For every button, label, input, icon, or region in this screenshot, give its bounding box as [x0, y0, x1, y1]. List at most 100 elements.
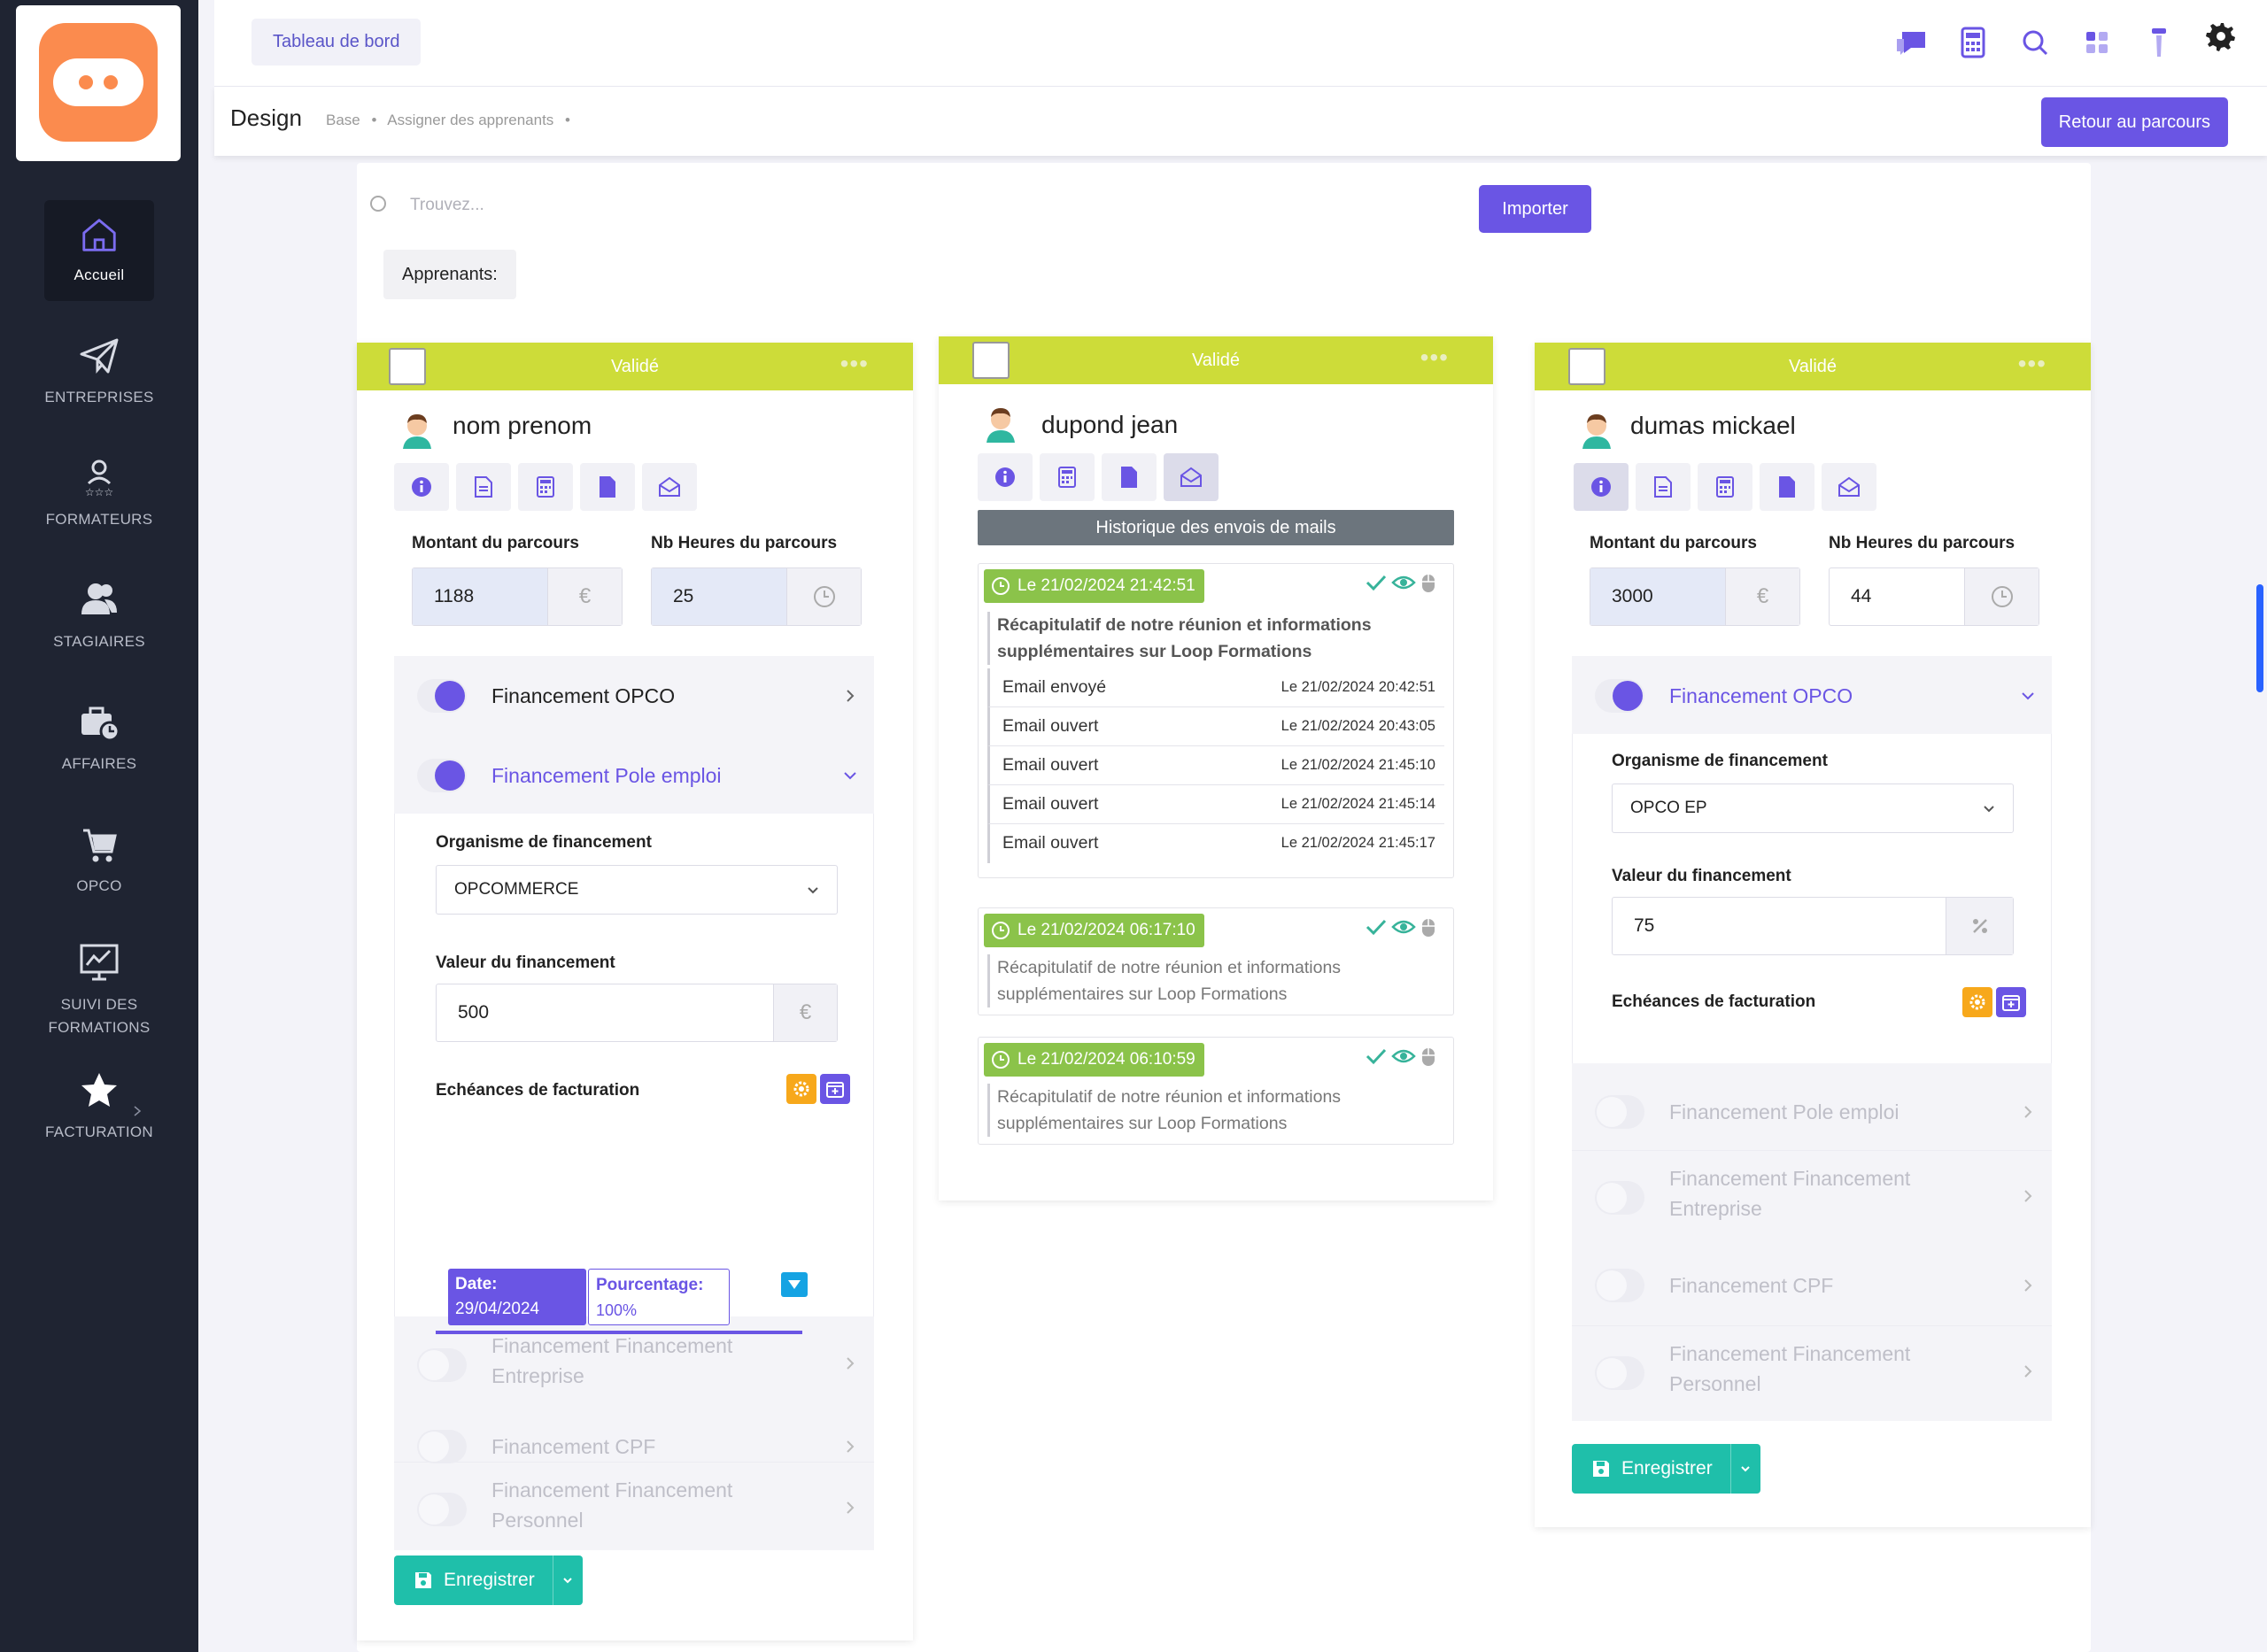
financing-cpf-title: Financement CPF — [491, 1435, 656, 1458]
financing-cpf-switch[interactable] — [1595, 1269, 1644, 1302]
logo-icon — [39, 23, 158, 142]
sidebar-item-stagiaires[interactable]: STAGIAIRES — [0, 579, 198, 653]
clock-icon — [992, 922, 1010, 939]
mail-button[interactable] — [1822, 463, 1876, 511]
file-button[interactable] — [1760, 463, 1814, 511]
valeur-input[interactable]: 75 — [1612, 897, 2014, 955]
echeances-add-date-button[interactable] — [820, 1074, 850, 1104]
sidebar-item-affaires[interactable]: AFFAIRES — [0, 701, 198, 776]
echeances-add-date-button[interactable] — [1996, 987, 2026, 1017]
echeance-row: Date: 29/04/2024 Pourcentage: 100% — [436, 1263, 808, 1334]
select-checkbox[interactable] — [972, 342, 1010, 379]
organisme-select[interactable]: OPCOMMERCE — [436, 865, 838, 915]
echeances-settings-button[interactable] — [786, 1074, 816, 1104]
financing-entreprise-switch[interactable] — [1595, 1181, 1644, 1215]
clock-icon — [992, 1051, 1010, 1069]
mail-history-title: Historique des envois de mails — [978, 510, 1454, 545]
financing-personnel-toggle-row[interactable]: Financement Financement Personnel — [1572, 1325, 2052, 1414]
amount-input[interactable]: 1188 € — [412, 567, 623, 626]
mail-button[interactable] — [1164, 453, 1219, 501]
financing-personnel-switch[interactable] — [417, 1493, 467, 1526]
info-button[interactable] — [978, 453, 1033, 501]
clock-icon — [786, 568, 861, 625]
sidebar-item-opco[interactable]: OPCO — [0, 823, 198, 898]
hours-input[interactable]: 25 — [651, 567, 862, 626]
save-options-button[interactable] — [552, 1556, 583, 1605]
file-button[interactable] — [580, 463, 635, 511]
apps-grid-icon[interactable] — [2079, 25, 2115, 60]
save-button[interactable]: Enregistrer — [1572, 1444, 1730, 1494]
more-options-button[interactable]: ••• — [1420, 344, 1449, 371]
financing-cpf-switch[interactable] — [417, 1430, 467, 1463]
save-options-button[interactable] — [1729, 1444, 1760, 1494]
gear-icon[interactable] — [2203, 18, 2239, 53]
calculator-button[interactable] — [1698, 463, 1752, 511]
save-button[interactable]: Enregistrer — [394, 1556, 553, 1605]
mail-status-icons — [1365, 1046, 1437, 1068]
mail-event-row: Email ouvert Le 21/02/2024 20:43:05 — [987, 707, 1444, 746]
calculator-button[interactable] — [1040, 453, 1095, 501]
back-to-course-button[interactable]: Retour au parcours — [2040, 97, 2228, 147]
breadcrumb-item-assign[interactable]: Assigner des apprenants — [387, 112, 554, 128]
financing-cpf-toggle-row[interactable]: Financement CPF — [394, 1407, 874, 1485]
document-button[interactable] — [456, 463, 511, 511]
echeance-dropdown-button[interactable] — [781, 1272, 808, 1297]
financing-pole-toggle-row[interactable]: Financement Pole emploi — [1572, 1072, 2052, 1150]
organisme-select[interactable]: OPCO EP — [1612, 784, 2014, 833]
import-button[interactable]: Importer — [1479, 185, 1591, 233]
info-button[interactable] — [394, 463, 449, 511]
financing-personnel-title: Financement Financement Personnel — [491, 1478, 733, 1532]
sidebar-item-facturation[interactable]: FACTURATION — [0, 1069, 198, 1144]
select-checkbox[interactable] — [1568, 348, 1605, 385]
breadcrumb: Base • Assigner des apprenants • — [326, 112, 577, 129]
echeance-percent-cell[interactable]: Pourcentage: 100% — [588, 1269, 730, 1325]
financing-opco-switch[interactable] — [417, 679, 467, 713]
calculator-icon[interactable] — [1955, 25, 1991, 60]
logo[interactable] — [16, 5, 181, 161]
file-button[interactable] — [1102, 453, 1157, 501]
financing-entreprise-switch[interactable] — [417, 1348, 467, 1382]
chevron-down-icon — [1984, 806, 1994, 813]
chart-monitor-icon — [80, 944, 119, 981]
valeur-input[interactable]: 500 € — [436, 984, 838, 1042]
hours-input[interactable]: 44 — [1829, 567, 2039, 626]
search-input[interactable] — [410, 188, 853, 223]
financing-entreprise-toggle-row[interactable]: Financement Financement Entreprise — [1572, 1150, 2052, 1239]
financing-personnel-title: Financement Financement Personnel — [1669, 1342, 1911, 1395]
sidebar-item-suivi-formations[interactable]: SUIVI DES FORMATIONS — [0, 942, 198, 1039]
financing-cpf-toggle-row[interactable]: Financement CPF — [1572, 1246, 2052, 1324]
more-options-button[interactable]: ••• — [839, 350, 869, 377]
select-checkbox[interactable] — [389, 348, 426, 385]
caret-down-icon — [788, 1280, 801, 1289]
financing-opco-toggle-row[interactable]: Financement OPCO — [1572, 656, 2052, 734]
mail-button[interactable] — [642, 463, 697, 511]
breadcrumb-item-base[interactable]: Base — [326, 112, 360, 128]
info-button[interactable] — [1574, 463, 1629, 511]
valeur-label: Valeur du financement — [436, 953, 615, 972]
financing-pole-switch[interactable] — [1595, 1095, 1644, 1129]
financing-pole-switch[interactable] — [417, 759, 467, 792]
financing-opco-switch[interactable] — [1595, 679, 1644, 713]
financing-opco-toggle-row[interactable]: Financement OPCO — [394, 656, 874, 734]
echeances-settings-button[interactable] — [1962, 987, 1992, 1017]
search-icon[interactable] — [2017, 25, 2053, 60]
scroll-indicator[interactable] — [2256, 584, 2263, 692]
dashboard-button[interactable]: Tableau de bord — [251, 19, 422, 66]
financing-personnel-switch[interactable] — [1595, 1356, 1644, 1390]
chat-icon[interactable] — [1893, 25, 1929, 60]
sidebar-item-entreprises[interactable]: ENTREPRISES — [0, 335, 198, 409]
echeance-date-cell[interactable]: Date: 29/04/2024 — [448, 1269, 586, 1325]
financing-personnel-toggle-row[interactable]: Financement Financement Personnel — [394, 1462, 874, 1550]
mouse-icon — [1422, 919, 1435, 937]
sidebar-item-formateurs[interactable]: ☆☆☆ FORMATEURS — [0, 457, 198, 531]
more-options-button[interactable]: ••• — [2017, 350, 2046, 377]
calculator-button[interactable] — [518, 463, 573, 511]
amount-input[interactable]: 3000 € — [1590, 567, 1800, 626]
tie-icon[interactable] — [2141, 25, 2177, 60]
chevron-right-icon — [2024, 1190, 2032, 1202]
document-button[interactable] — [1636, 463, 1691, 511]
mail-entry: Le 21/02/2024 06:17:10 Récapitulatif de … — [978, 907, 1454, 1015]
financing-pole-toggle-row[interactable]: Financement Pole emploi — [394, 736, 874, 814]
financing-entreprise-toggle-row[interactable]: Financement Financement Entreprise — [394, 1318, 874, 1407]
sidebar-item-accueil[interactable]: Accueil — [44, 200, 154, 301]
